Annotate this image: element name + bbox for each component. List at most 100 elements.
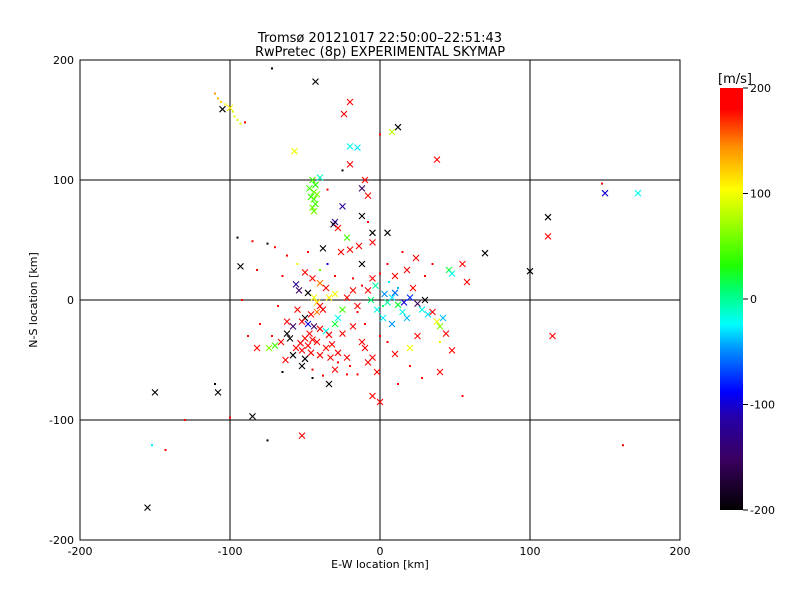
data-point-x: [289, 323, 297, 330]
y-tick-label: 200: [53, 54, 74, 67]
data-point-dot: [247, 335, 249, 337]
data-point-x: [319, 245, 327, 252]
data-point-dot: [266, 242, 269, 245]
data-point-dot: [356, 311, 359, 313]
data-point-dot: [409, 365, 411, 367]
data-point-x: [526, 267, 534, 275]
y-axis-ticks: -200 -100 0 100 200: [49, 54, 74, 547]
data-point-dot: [364, 323, 366, 325]
data-point-x: [394, 301, 402, 309]
colorbar-tick-label: 100: [750, 188, 771, 201]
data-point-x: [459, 260, 466, 268]
data-point-x: [421, 296, 429, 304]
colorbar-tick-label: 200: [750, 82, 771, 95]
data-point-x: [237, 263, 244, 270]
data-point-x: [364, 287, 372, 294]
data-point-x: [313, 191, 321, 198]
data-point-x: [312, 181, 319, 189]
data-point-x: [442, 330, 450, 337]
data-point-x: [339, 203, 346, 210]
data-point-dot: [311, 368, 314, 371]
data-point-x: [388, 320, 396, 328]
data-point-x: [226, 104, 234, 112]
data-point-x: [337, 248, 345, 256]
colorbar-ticks: -200 -100 0 100 200: [743, 82, 775, 517]
data-point-x: [327, 354, 334, 361]
data-point-dot: [431, 263, 434, 265]
data-point-x: [403, 266, 411, 274]
data-point-x: [309, 204, 316, 211]
data-point-x: [289, 351, 297, 359]
data-point-dot: [361, 284, 363, 287]
data-point-x: [433, 318, 441, 325]
data-point-dot: [281, 275, 284, 277]
data-point-dot: [379, 272, 381, 275]
data-point-x: [372, 282, 379, 289]
data-point-x: [151, 389, 159, 396]
data-point-x: [316, 325, 324, 333]
data-point-x: [349, 287, 357, 294]
plot-area: -200 -100 0 100 200 -200 -100 0 100 200: [49, 54, 690, 558]
data-point-dot: [311, 377, 314, 379]
data-point-x: [310, 207, 318, 215]
data-point-dot: [356, 373, 359, 376]
colorbar-tick-label: 0: [750, 293, 757, 306]
data-point-dot: [386, 341, 389, 343]
data-point-dot: [233, 115, 236, 118]
colorbar-tick-label: -100: [750, 399, 775, 412]
data-point-dot: [220, 101, 222, 103]
data-point-dot: [397, 383, 399, 385]
data-point-x: [406, 294, 414, 301]
data-point-dot: [236, 119, 239, 121]
data-point-x: [358, 185, 366, 192]
y-axis-label: N-S location [km]: [27, 252, 40, 348]
x-axis-label: E-W location [km]: [331, 558, 429, 571]
data-point-x: [406, 344, 414, 352]
data-point-x: [369, 275, 376, 282]
data-point-x: [381, 290, 388, 298]
data-point-dot: [401, 251, 404, 253]
data-point-dot: [286, 254, 288, 257]
y-tick-label: 100: [53, 174, 74, 187]
data-point-x: [298, 432, 306, 439]
data-point-dot: [326, 263, 329, 265]
colorbar-gradient: [720, 88, 743, 510]
data-point-x: [312, 78, 319, 85]
data-point-dot: [271, 67, 273, 70]
data-point-x: [291, 147, 298, 155]
data-point-x: [298, 362, 306, 370]
data-point-x: [144, 504, 151, 511]
x-tick-label: -200: [68, 545, 93, 558]
data-point-x: [414, 300, 421, 307]
data-point-x: [373, 368, 381, 376]
data-point-x: [304, 342, 312, 349]
data-point-x: [298, 318, 306, 325]
data-point-x: [436, 368, 444, 376]
y-tick-label: -100: [49, 414, 74, 427]
data-point-dot: [424, 275, 426, 277]
data-point-x: [369, 239, 376, 246]
data-point-x: [429, 308, 436, 316]
data-point-x: [301, 269, 309, 276]
data-point-dot: [307, 251, 309, 253]
data-point-dot: [352, 277, 354, 280]
data-point-x: [286, 335, 294, 342]
data-point-dot: [184, 419, 186, 421]
data-point-dot: [346, 373, 348, 376]
data-point-x: [364, 192, 372, 199]
data-point-x: [304, 289, 312, 297]
data-point-x: [282, 356, 289, 364]
data-point-dot: [266, 439, 269, 442]
data-point-x: [424, 311, 432, 318]
data-point-x: [325, 380, 333, 388]
data-point-x: [418, 306, 426, 313]
data-point-x: [301, 355, 309, 363]
data-point-dot: [256, 269, 258, 271]
data-point-dot: [232, 110, 234, 113]
data-point-x: [439, 314, 447, 322]
data-point-x: [249, 413, 256, 420]
data-point-x: [292, 281, 300, 288]
data-point-dot: [236, 236, 239, 239]
data-point-x: [339, 330, 346, 337]
